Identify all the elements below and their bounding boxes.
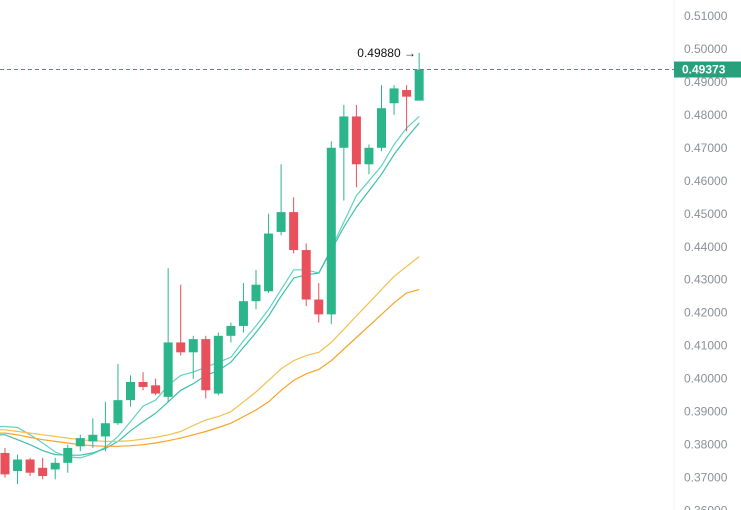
candle — [377, 85, 386, 152]
candle-body — [0, 452, 10, 475]
candle — [50, 457, 60, 480]
y-tick-label: 0.38000 — [684, 438, 728, 452]
candle-body — [364, 147, 374, 165]
candle-body — [213, 335, 223, 394]
candle — [38, 457, 48, 480]
candle-body — [38, 467, 48, 477]
candle — [201, 335, 211, 399]
candle — [0, 447, 10, 478]
candle — [113, 363, 123, 425]
candle-body — [63, 447, 73, 463]
candle — [414, 52, 424, 101]
candlesticks — [0, 52, 424, 485]
candle-body — [276, 212, 286, 232]
candle-body — [13, 459, 23, 472]
y-tick-label: 0.41000 — [684, 339, 728, 353]
candle-body — [301, 250, 311, 300]
candle-body — [251, 284, 261, 302]
candle-body — [264, 233, 274, 292]
candle — [213, 332, 223, 396]
candle-body — [414, 69, 424, 101]
y-tick-label: 0.48000 — [684, 108, 728, 122]
y-tick-label: 0.36000 — [684, 504, 728, 510]
candle-body — [151, 385, 161, 394]
candle-body — [201, 339, 211, 391]
candle — [389, 85, 399, 115]
candle — [13, 454, 23, 485]
candle — [176, 284, 186, 356]
y-tick-label: 0.47000 — [684, 141, 728, 155]
candle — [138, 372, 148, 391]
candle-body — [88, 434, 98, 442]
candle-body — [351, 116, 361, 165]
candle — [326, 141, 336, 325]
candle — [63, 444, 73, 473]
candle — [88, 418, 98, 448]
candle-body — [226, 325, 236, 336]
y-tick-label: 0.51000 — [684, 9, 728, 23]
price-overlays: 0.49373 0.49880 → — [0, 46, 741, 78]
candle-body — [389, 88, 399, 104]
candle-body — [188, 339, 198, 353]
candle — [188, 335, 198, 379]
candle-body — [339, 116, 349, 148]
candle-body — [377, 108, 386, 148]
candle — [289, 197, 299, 254]
candle — [402, 85, 412, 132]
candle — [251, 269, 261, 310]
y-tick-label: 0.46000 — [684, 174, 728, 188]
y-tick-label: 0.43000 — [684, 273, 728, 287]
current-price-label: 0.49373 — [682, 63, 726, 77]
y-tick-label: 0.42000 — [684, 306, 728, 320]
candle-body — [238, 301, 248, 326]
candle — [25, 457, 35, 477]
y-tick-label: 0.40000 — [684, 372, 728, 386]
y-tick-label: 0.39000 — [684, 405, 728, 419]
y-tick-label: 0.37000 — [684, 471, 728, 485]
candle-body — [326, 147, 336, 315]
current-price-tag — [674, 61, 741, 78]
candle-body — [50, 462, 60, 470]
candle-body — [126, 382, 135, 401]
candle-body — [138, 382, 148, 387]
candle-body — [289, 212, 299, 251]
candle — [276, 164, 286, 236]
y-tick-label: 0.45000 — [684, 207, 728, 221]
candle-body — [402, 90, 412, 97]
candle — [75, 434, 85, 452]
candle — [301, 243, 311, 307]
candle — [238, 283, 248, 333]
candle — [351, 104, 361, 188]
candle — [314, 283, 324, 323]
candle-body — [163, 342, 173, 397]
candle-body — [176, 342, 186, 353]
candle — [339, 104, 349, 201]
high-marker-label: 0.49880 → — [357, 46, 416, 60]
candle-body — [75, 438, 85, 447]
y-tick-label: 0.44000 — [684, 240, 728, 254]
candle — [264, 213, 274, 293]
y-tick-label: 0.49000 — [684, 75, 728, 89]
candle-body — [113, 400, 123, 424]
candle — [226, 322, 236, 343]
candle — [364, 144, 374, 175]
ma-line-3 — [0, 289, 420, 447]
candle-body — [314, 299, 324, 315]
ma-line-2 — [0, 256, 420, 442]
candle — [100, 401, 110, 452]
y-tick-label: 0.50000 — [684, 42, 728, 56]
candle-body — [100, 423, 110, 437]
candle — [163, 268, 173, 402]
candle-body — [25, 459, 35, 473]
candle — [126, 375, 135, 407]
price-axis[interactable]: 0.36000 0.37000 0.38000 0.39000 0.40000 0.410… — [684, 9, 728, 510]
candle — [151, 378, 161, 396]
